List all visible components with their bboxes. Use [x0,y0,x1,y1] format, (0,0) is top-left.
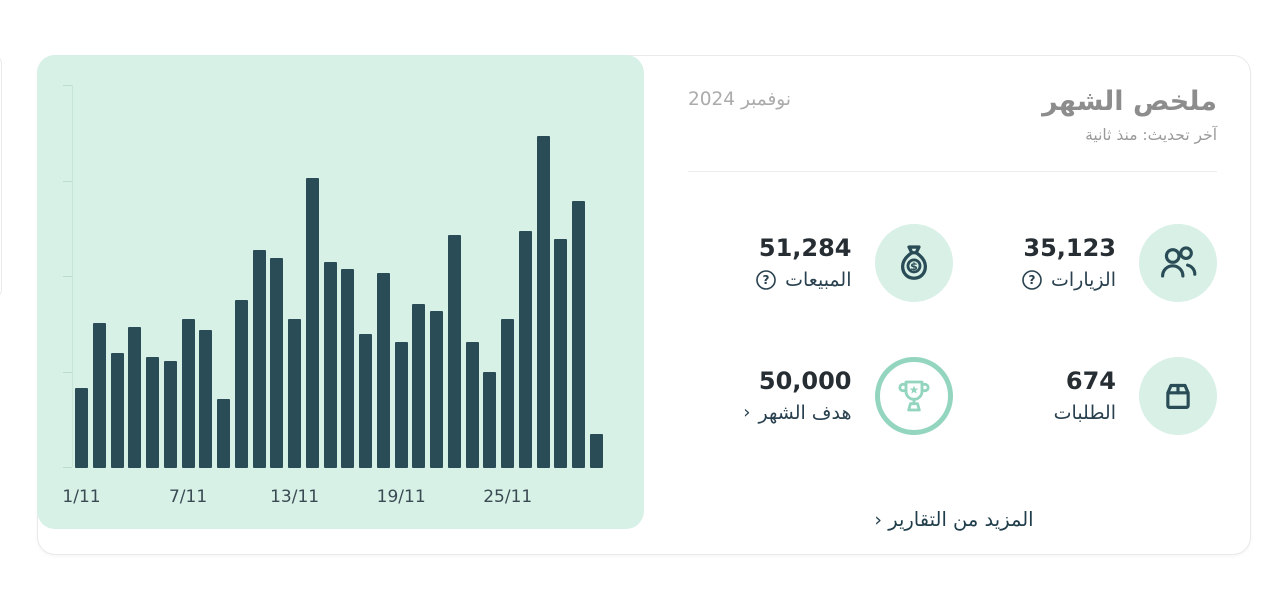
bar-25/11[interactable] [501,319,514,468]
svg-text:$: $ [910,260,918,273]
title-block: ملخص الشهر آخر تحديث: منذ ثانية [1042,86,1217,144]
goal-value: 50,000 [758,366,852,395]
sales-icon-circle: $ [874,224,953,303]
summary-panel: ملخص الشهر آخر تحديث: منذ ثانية نوفمبر 2… [658,56,1250,554]
users-icon [1157,242,1199,284]
goal-label: هدف الشهر [758,402,852,425]
sales-value: 51,284 [758,233,852,262]
bar-10/11[interactable] [234,300,248,468]
visits-help-icon[interactable]: ? [1021,269,1043,291]
bar-30/11[interactable] [589,434,603,468]
y-axis-tick [63,467,72,468]
bar-11/11[interactable] [252,250,266,468]
bar-23/11[interactable] [465,342,479,468]
y-axis-tick [63,181,72,182]
stat-orders: 674 الطلبات [953,357,1217,436]
bar-2/11[interactable] [92,323,106,468]
x-axis-labels: 1/11 7/11 13/11 19/11 25/11 [62,487,603,511]
month-summary-card: 1/11 7/11 13/11 19/11 25/11 ملخص الشهر آخر ت… [37,55,1251,555]
bar-22/11[interactable] [447,235,461,468]
bar-21/11[interactable] [430,311,443,468]
stat-sales: $ 51,284 المبيعات ? [688,224,953,303]
stat-visits: 35,123 الزيارات ? [953,224,1217,303]
money-bag-icon: $ [892,241,936,285]
bar-17/11[interactable] [359,334,372,468]
bar-16/11[interactable] [341,269,355,468]
bar-9/11[interactable] [217,399,230,468]
bar-20/11[interactable] [412,304,426,468]
visits-text: 35,123 الزيارات ? [1021,233,1116,292]
bar-14/11[interactable] [305,178,319,468]
orders-text: 674 الطلبات [1053,366,1116,425]
visits-value: 35,123 [1023,233,1116,262]
more-reports-label: المزيد من التقارير [888,508,1034,531]
header-divider [688,171,1217,173]
bar-8/11[interactable] [199,330,213,468]
trophy-icon [894,376,934,416]
goal-text: 50,000 هدف الشهر ‹ [743,366,852,424]
chevron-left-icon: ‹ [743,402,751,424]
x-axis-label-19/11: 19/11 [376,487,426,507]
bar-5/11[interactable] [146,357,159,468]
visits-icon-circle [1139,224,1217,303]
orders-label: الطلبات [1053,402,1116,425]
bar-19/11[interactable] [394,342,408,468]
y-axis-tick [63,85,72,86]
bar-29/11[interactable] [572,201,585,468]
bar-series [75,86,603,468]
svg-text:?: ? [1029,274,1036,288]
orders-value: 674 [1065,366,1116,395]
stats-grid: 35,123 الزيارات ? [688,224,1217,436]
goal-link[interactable]: هدف الشهر ‹ [743,402,851,424]
page-title: ملخص الشهر [1042,86,1217,117]
x-axis-label-25/11: 25/11 [483,487,533,507]
visits-label: الزيارات [1051,269,1116,292]
svg-text:?: ? [763,274,770,288]
sales-help-icon[interactable]: ? [755,269,777,291]
y-axis-line [63,85,73,468]
last-updated-text: آخر تحديث: منذ ثانية [1085,126,1217,145]
bar-24/11[interactable] [483,372,497,468]
sales-label: المبيعات [785,269,852,292]
bar-1/11[interactable] [75,388,88,468]
month-label: نوفمبر 2024 [688,89,792,110]
bar-4/11[interactable] [128,327,142,468]
more-reports-link[interactable]: المزيد من التقارير ‹ [658,508,1250,531]
bar-6/11[interactable] [163,361,177,468]
stat-goal: 50,000 هدف الشهر ‹ [688,357,953,436]
x-axis-label-7/11: 7/11 [168,487,208,507]
chevron-left-icon: ‹ [874,509,882,531]
x-axis-label-1/11: 1/11 [62,487,101,507]
summary-header: ملخص الشهر آخر تحديث: منذ ثانية نوفمبر 2… [688,86,1217,144]
y-axis-tick [63,276,72,277]
package-icon [1157,375,1199,417]
bar-3/11[interactable] [110,353,124,468]
bar-13/11[interactable] [288,319,301,468]
bar-18/11[interactable] [376,273,390,468]
orders-icon-circle [1139,357,1217,436]
sales-text: 51,284 المبيعات ? [755,233,852,292]
daily-sales-bar-chart: 1/11 7/11 13/11 19/11 25/11 [37,55,644,529]
bar-12/11[interactable] [270,258,284,468]
x-axis-label-13/11: 13/11 [270,487,320,507]
y-axis-tick [63,372,72,373]
bar-15/11[interactable] [323,262,337,468]
bar-26/11[interactable] [518,231,532,468]
adjacent-card-edge [0,55,2,298]
bar-27/11[interactable] [536,136,550,468]
bar-7/11[interactable] [181,319,195,468]
bar-28/11[interactable] [554,239,568,468]
goal-icon-circle [874,357,953,436]
